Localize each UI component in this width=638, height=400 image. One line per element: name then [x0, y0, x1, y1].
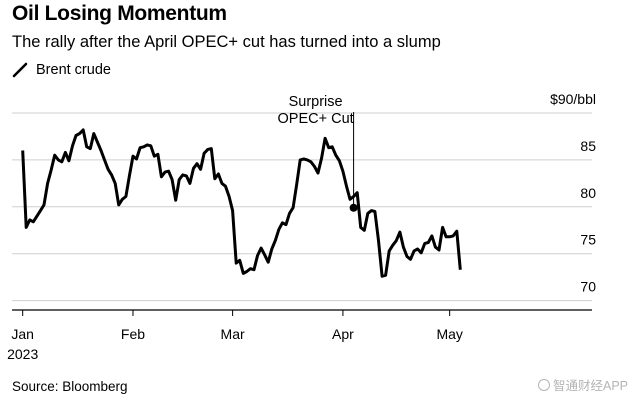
series-brent-crude-line [21, 128, 462, 278]
chart-title: Oil Losing Momentum [12, 2, 227, 25]
legend-label: Brent crude [36, 62, 111, 78]
source-note: Source: Bloomberg [12, 379, 128, 394]
y-tick-label-70: 70 [580, 279, 596, 295]
y-tick-label-85: 85 [580, 138, 596, 154]
x-year-label: 2023 [7, 346, 38, 362]
watermark: 智通财经APP [537, 375, 628, 394]
y-tick-label-75: 75 [580, 232, 596, 248]
annotation-marker [349, 203, 358, 212]
y-unit-label: $90/bbl [550, 91, 596, 107]
watermark-logo-icon [537, 378, 550, 391]
x-tick-label-apr: Apr [332, 326, 354, 342]
x-tick-label-feb: Feb [121, 326, 145, 342]
x-tick-label-mar: Mar [221, 326, 245, 342]
legend: Brent crude [12, 61, 111, 79]
annotation-label-line1: Surprise [289, 94, 343, 110]
x-tick-label-jan: Jan [11, 326, 34, 342]
legend-line-icon [12, 62, 28, 78]
annotation-label-line2: OPEC+ Cut [278, 111, 354, 127]
y-tick-label-80: 80 [580, 185, 596, 201]
chart-subtitle: The rally after the April OPEC+ cut has … [12, 33, 441, 51]
watermark-text: 智通财经APP [552, 379, 628, 393]
x-tick-label-may: May [436, 326, 462, 342]
